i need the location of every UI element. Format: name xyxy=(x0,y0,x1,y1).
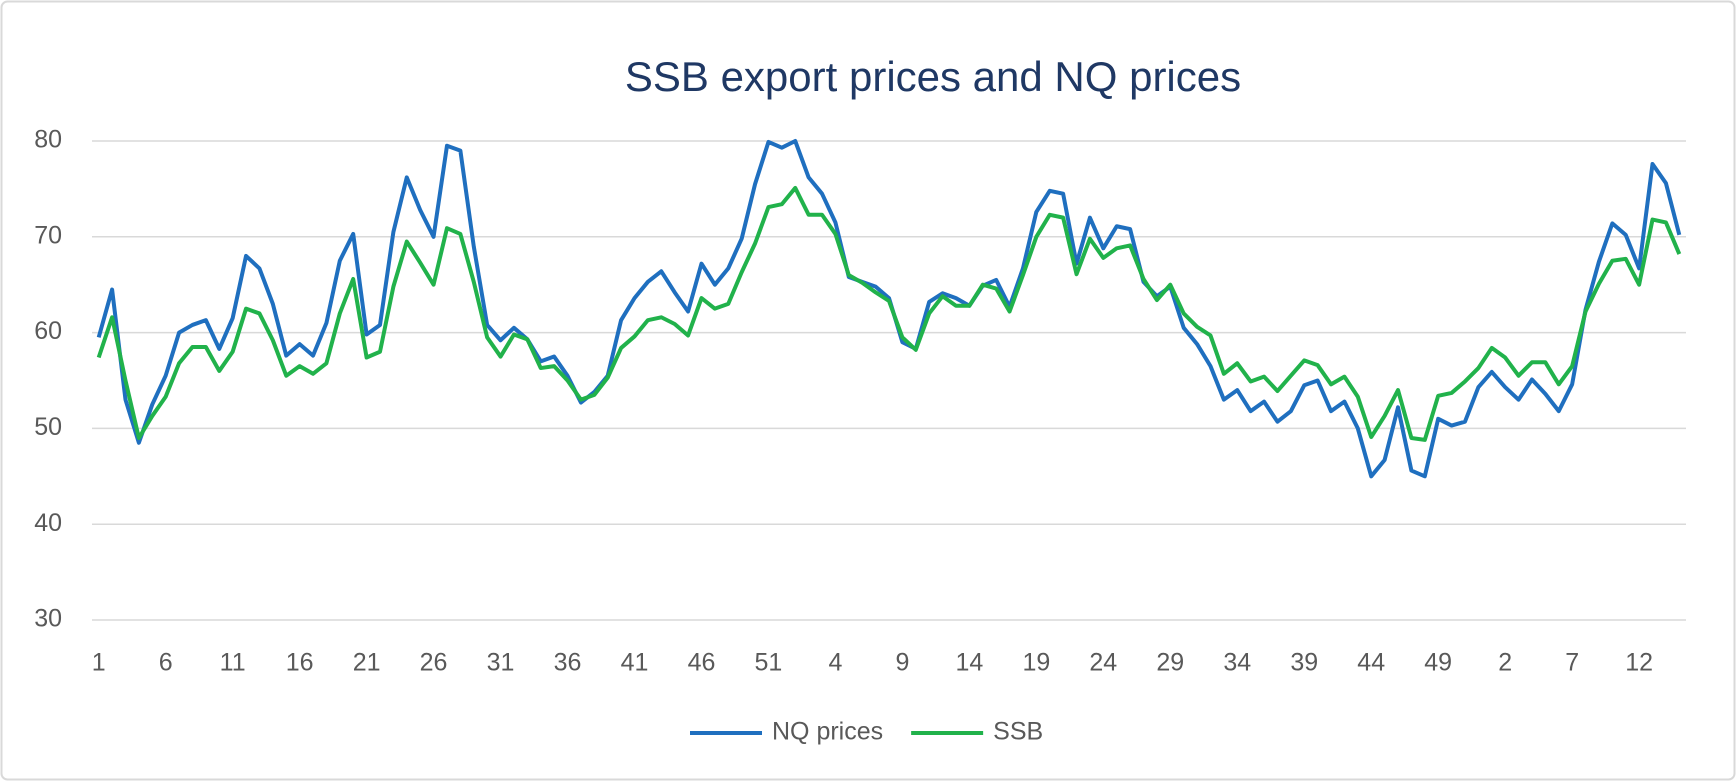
x-tick-label: 9 xyxy=(895,649,909,677)
y-tick-label: 50 xyxy=(34,413,62,441)
x-tick-label: 39 xyxy=(1290,649,1318,677)
y-tick-label: 70 xyxy=(34,221,62,249)
x-tick-label: 31 xyxy=(487,649,515,677)
x-tick-label: 6 xyxy=(159,649,173,677)
x-tick-label: 1 xyxy=(92,649,106,677)
x-tick-label: 36 xyxy=(554,649,582,677)
y-tick-label: 60 xyxy=(34,317,62,345)
x-tick-label: 51 xyxy=(755,649,783,677)
y-tick-label: 40 xyxy=(34,509,62,537)
x-tick-label: 2 xyxy=(1498,649,1512,677)
x-tick-label: 14 xyxy=(955,649,983,677)
legend-label: SSB xyxy=(993,718,1043,746)
x-tick-label: 34 xyxy=(1223,649,1251,677)
x-tick-label: 44 xyxy=(1357,649,1385,677)
x-tick-label: 19 xyxy=(1022,649,1050,677)
x-tick-label: 29 xyxy=(1156,649,1184,677)
x-tick-label: 12 xyxy=(1625,649,1653,677)
x-tick-label: 26 xyxy=(420,649,448,677)
x-tick-label: 7 xyxy=(1565,649,1579,677)
legend-label: NQ prices xyxy=(772,718,883,746)
x-tick-label: 21 xyxy=(353,649,381,677)
series-line xyxy=(96,139,1682,479)
x-tick-label: 41 xyxy=(621,649,649,677)
x-tick-label: 4 xyxy=(828,649,842,677)
chart-title: SSB export prices and NQ prices xyxy=(625,53,1241,100)
x-tick-label: 49 xyxy=(1424,649,1452,677)
x-tick-label: 11 xyxy=(220,649,246,677)
y-tick-label: 80 xyxy=(34,126,62,154)
x-tick-label: 16 xyxy=(286,649,314,677)
series-line xyxy=(96,185,1682,442)
x-tick-label: 24 xyxy=(1089,649,1117,677)
y-tick-label: 30 xyxy=(34,605,62,633)
x-tick-label: 46 xyxy=(688,649,716,677)
